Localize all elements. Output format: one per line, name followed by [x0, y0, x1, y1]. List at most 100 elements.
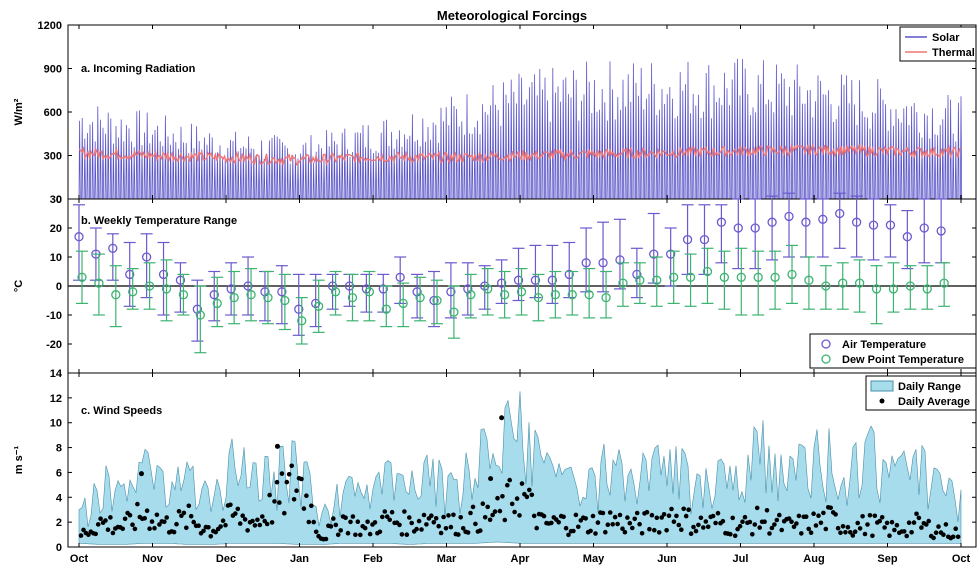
air-temp-point	[699, 234, 710, 245]
daily-average-point	[188, 513, 194, 519]
daily-average-point	[583, 516, 588, 521]
air-temp-errorbar	[512, 247, 525, 302]
month-label: Feb	[363, 553, 383, 565]
daily-average-point	[674, 513, 679, 519]
daily-average-point	[260, 514, 265, 519]
air-temp-point	[141, 252, 152, 262]
daily-average-point	[617, 512, 623, 518]
daily-average-point	[93, 531, 98, 537]
daily-average-point	[279, 471, 285, 476]
air-temp-errorbar	[613, 218, 626, 290]
daily-average-point	[747, 519, 753, 525]
dew-point-point	[330, 287, 341, 297]
legend-box	[899, 26, 977, 62]
daily-average-point	[843, 530, 848, 535]
air-temp-point	[463, 284, 473, 294]
air-temp-point	[716, 217, 727, 227]
daily-average-point	[860, 514, 865, 519]
dew-point-errorbar	[853, 259, 866, 313]
daily-average-point	[772, 522, 777, 527]
daily-average-point	[576, 524, 581, 530]
air-temp-point	[818, 214, 828, 224]
daily-average-point	[421, 512, 427, 518]
dew-point-errorbar	[515, 268, 528, 316]
daily-average-point	[507, 477, 512, 483]
daily-average-point	[870, 533, 875, 539]
daily-average-point	[840, 524, 846, 529]
air-temp-point	[733, 223, 743, 233]
daily-average-point	[541, 513, 547, 519]
daily-average-point	[397, 522, 402, 528]
daily-average-point	[399, 532, 405, 537]
air-temp-errorbar	[935, 198, 948, 264]
dew-point-errorbar	[752, 250, 765, 316]
dew-point-errorbar	[160, 259, 173, 322]
dew-point-point	[364, 287, 375, 297]
daily-average-point	[456, 532, 461, 537]
daily-average-point	[816, 513, 821, 518]
dew-point-errorbar	[498, 270, 511, 319]
daily-average-point	[431, 520, 437, 525]
daily-average-point	[81, 527, 86, 533]
legend-swatch-circle	[821, 339, 831, 349]
dew-point-errorbar	[380, 285, 393, 328]
daily-average-point	[730, 515, 735, 521]
daily-average-point	[941, 532, 946, 537]
dew-point-errorbar	[363, 270, 376, 322]
daily-average-point	[201, 528, 206, 534]
daily-average-point	[865, 522, 870, 527]
dew-point-point	[871, 284, 882, 294]
daily-average-point	[855, 520, 860, 526]
daily-average-point	[433, 516, 439, 521]
daily-average-point	[519, 481, 525, 486]
daily-average-point	[835, 525, 841, 531]
daily-average-point	[590, 513, 596, 519]
daily-average-point	[664, 528, 669, 533]
air-temp-point	[632, 269, 642, 280]
air-temp-point	[615, 255, 625, 265]
month-label: Nov	[142, 553, 164, 565]
daily-average-point	[779, 527, 784, 533]
air-temp-errorbar	[816, 198, 829, 258]
air-temp-errorbar	[309, 273, 322, 328]
daily-average-point	[838, 530, 843, 536]
dew-point-point	[483, 284, 493, 294]
y-tick-label: 0	[56, 542, 62, 554]
daily-average-point	[487, 517, 493, 523]
daily-average-point	[502, 517, 508, 523]
daily-average-point	[509, 501, 515, 507]
dew-point-errorbar	[870, 265, 883, 325]
daily-average-point	[186, 503, 192, 509]
air-temp-point	[784, 211, 794, 222]
daily-average-point	[120, 526, 125, 532]
daily-average-point	[358, 532, 363, 538]
dew-point-errorbar	[718, 250, 731, 310]
daily-average-point	[813, 523, 819, 528]
daily-average-point	[372, 520, 378, 525]
month-label: Oct	[70, 553, 89, 565]
daily-average-point	[757, 525, 762, 530]
daily-average-point	[701, 525, 706, 530]
daily-average-point	[142, 516, 147, 521]
daily-average-point	[762, 519, 767, 524]
dew-point-errorbar	[735, 247, 748, 316]
daily-average-point	[274, 479, 280, 485]
month-label: May	[583, 553, 605, 565]
dew-point-point	[652, 275, 662, 285]
air-temp-point	[175, 275, 186, 285]
daily-average-point	[808, 530, 814, 535]
air-temp-point	[412, 287, 422, 297]
daily-average-point	[480, 501, 486, 507]
daily-average-point	[171, 529, 177, 535]
daily-average-point	[252, 523, 258, 528]
dew-point-point	[516, 287, 527, 297]
panel-incoming-radiation: 0 300 600 900 1200 W/m² a. Incoming Radiation S…	[13, 20, 977, 206]
daily-average-point	[862, 531, 868, 537]
air-temp-point	[311, 298, 321, 309]
air-temp-errorbar	[326, 273, 339, 310]
air-temp-point	[598, 258, 608, 268]
daily-average-point	[304, 493, 309, 499]
legend-label: Daily Range	[898, 381, 961, 393]
air-temp-errorbar	[580, 227, 593, 293]
air-temp-errorbar	[766, 195, 779, 261]
